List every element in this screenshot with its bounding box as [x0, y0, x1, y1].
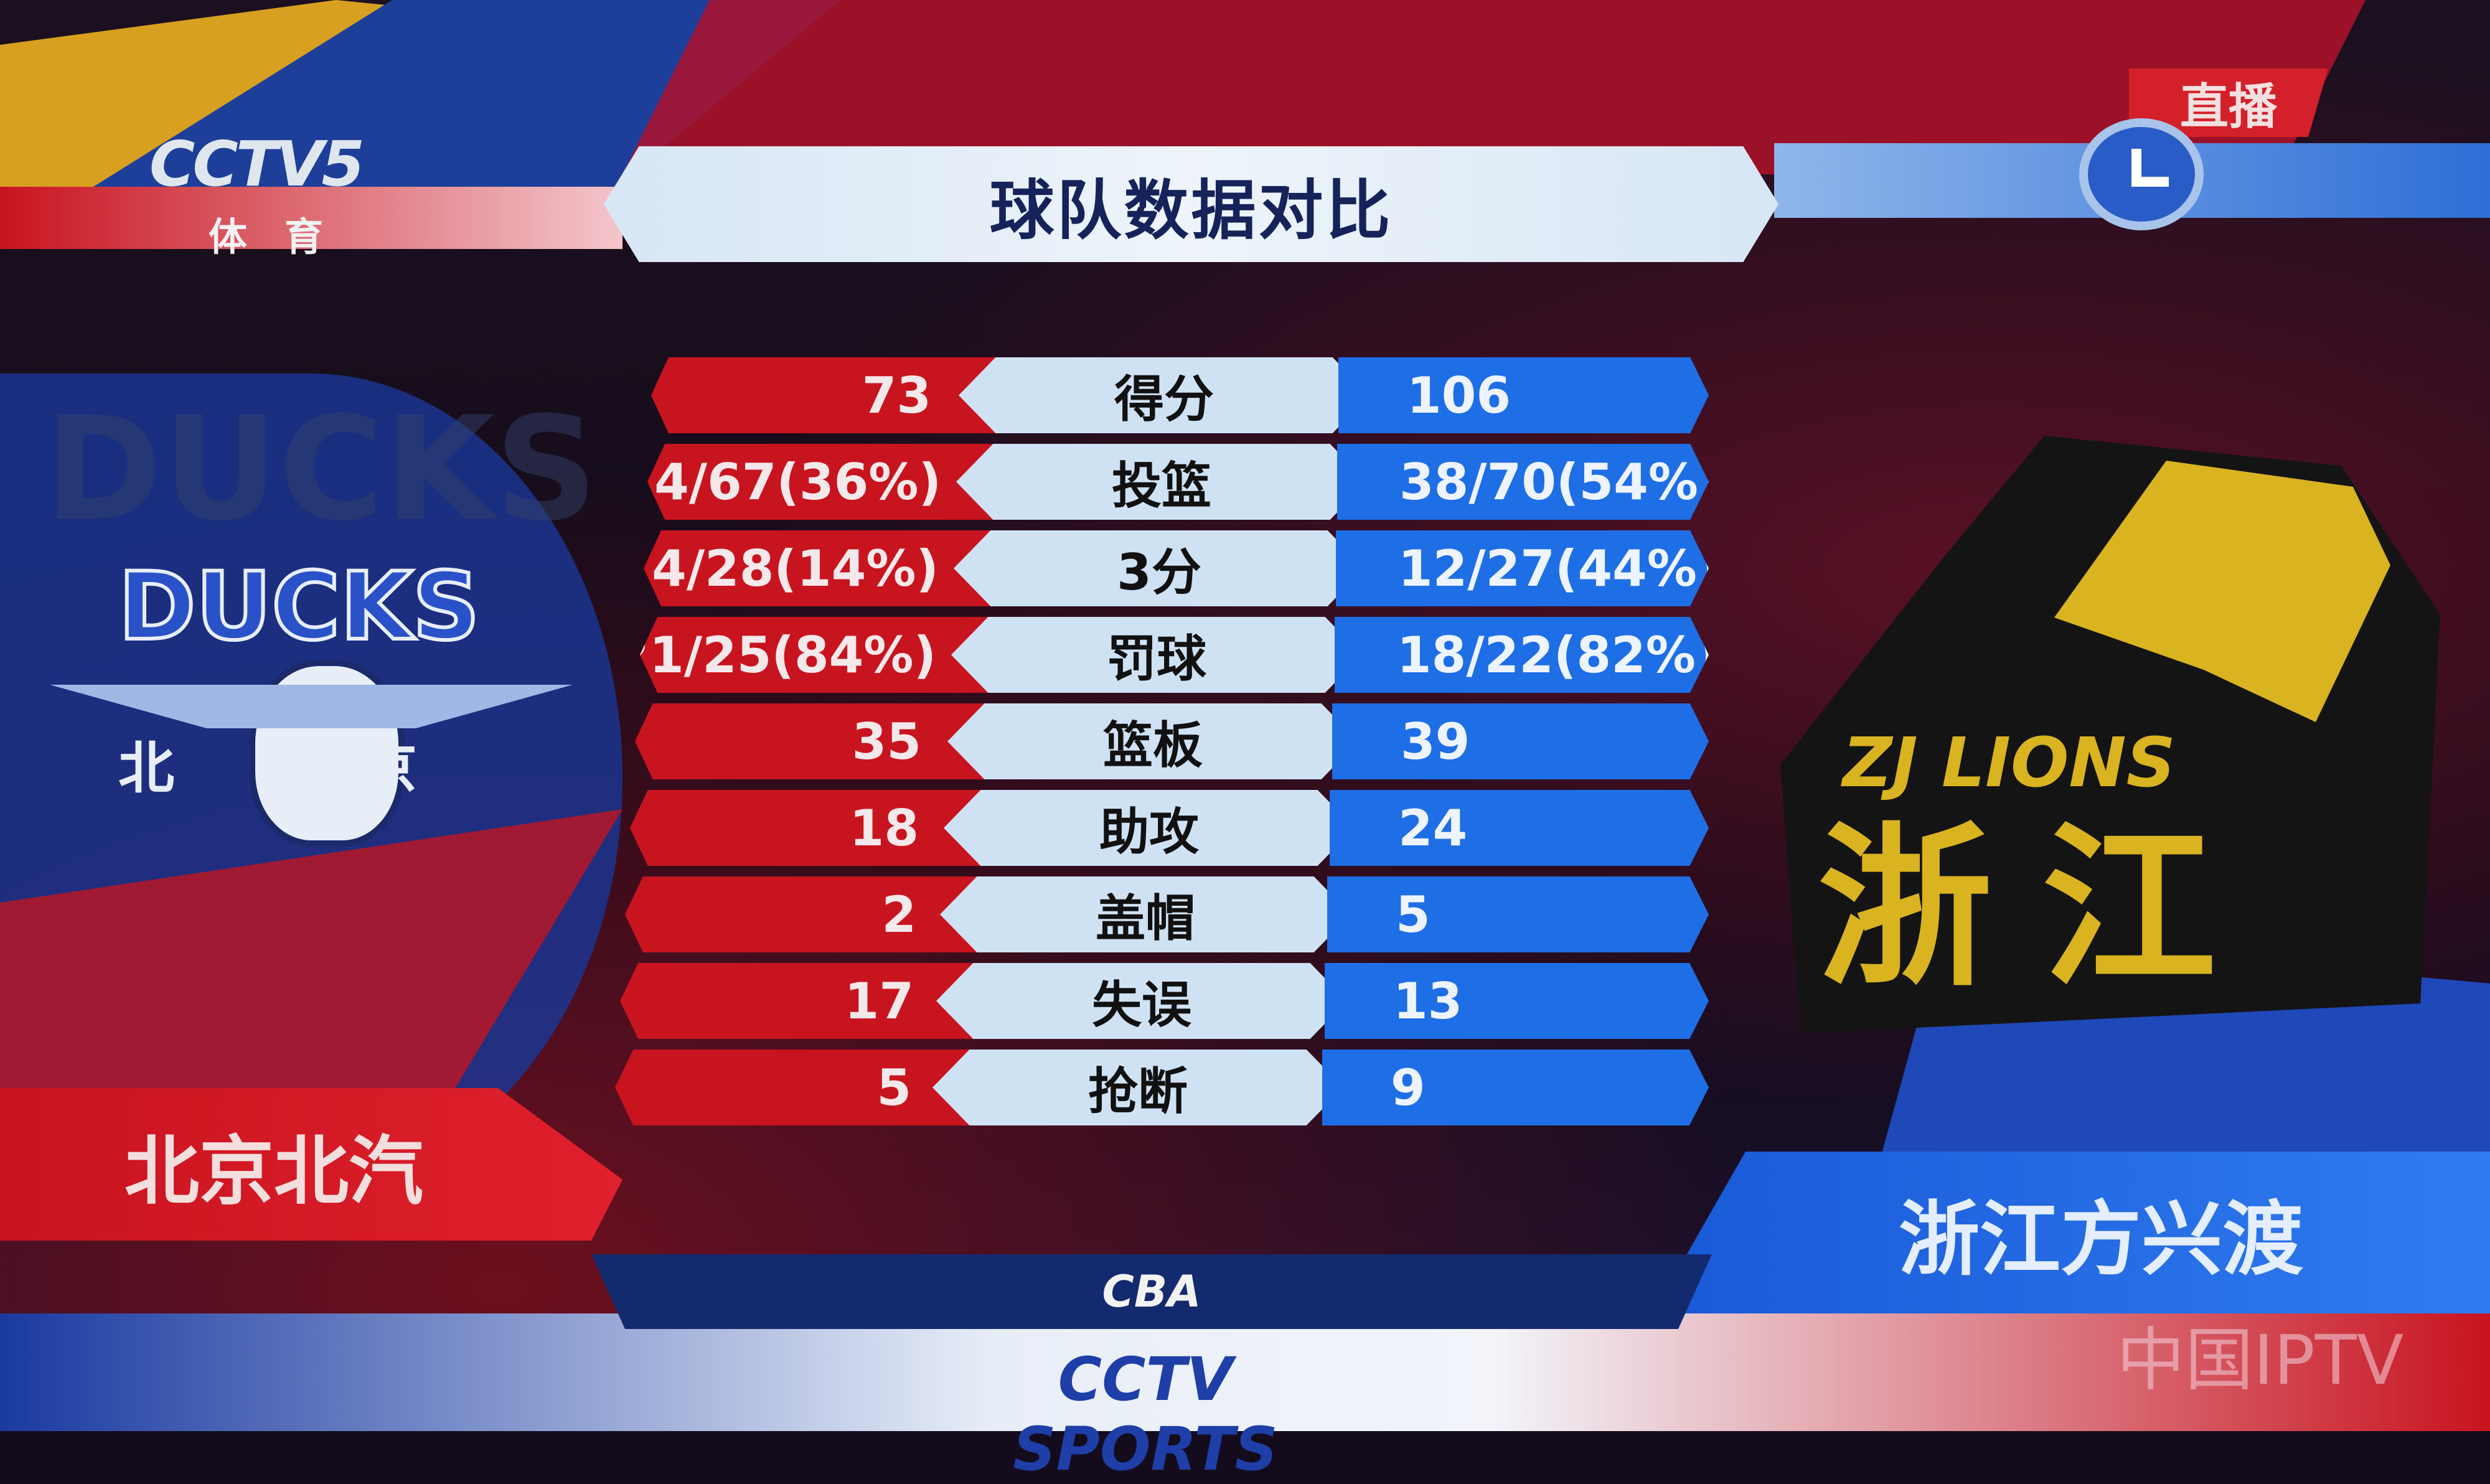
right-value: 18/22(82%)	[1335, 617, 1709, 693]
lions-city: 浙江	[1818, 807, 2266, 1010]
iptv-watermark: 中国IPTV	[2116, 1320, 2404, 1400]
stat-row-assists: 18 助攻 24	[0, 790, 2490, 866]
ducks-logo-text: DUCKS	[116, 553, 482, 661]
stats-table: 73 得分 106 24/67(36%) 投篮 38/70(54%) 4/28(…	[0, 357, 2490, 1125]
stat-label: 投篮	[956, 444, 1367, 520]
stat-label: 失误	[936, 963, 1347, 1039]
right-value: 24	[1330, 790, 1709, 866]
stat-row-fg: 24/67(36%) 投篮 38/70(54%)	[0, 444, 2490, 520]
ducks-logo: DUCKS DUCKS 北京	[44, 398, 610, 859]
right-team-name: 浙江方兴渡	[1899, 1192, 2304, 1287]
lions-logo-text: ZJ LIONS	[1843, 723, 2176, 802]
right-value: 9	[1322, 1050, 1709, 1125]
left-value: 21/25(84%)	[640, 617, 992, 693]
cctv5-logo: CCTV5	[149, 128, 365, 200]
cctv-sports-logo: CCTV SPORTS	[1013, 1345, 1278, 1484]
stat-row-ft: 21/25(84%) 罚球 18/22(82%)	[0, 617, 2490, 693]
left-value: 4/28(14%)	[644, 530, 995, 606]
left-team-banner: 北京北汽	[0, 1088, 622, 1241]
left-value: 35	[635, 703, 990, 779]
bg-red-band-top	[0, 187, 622, 249]
stat-label: 盖帽	[940, 876, 1351, 952]
stat-label: 罚球	[951, 617, 1362, 693]
left-value: 18	[630, 790, 987, 866]
left-team-name: 北京北汽	[125, 1128, 423, 1215]
left-value: 24/67(36%)	[647, 444, 997, 520]
left-value: 2	[625, 876, 985, 952]
lions-logo: ZJ LIONS 浙江	[1780, 436, 2440, 1033]
left-value: 17	[620, 963, 982, 1039]
right-value: 38/70(54%)	[1337, 444, 1709, 520]
right-value: 106	[1338, 357, 1709, 433]
stat-row-rebounds: 35 篮板 39	[0, 703, 2490, 779]
left-value: 5	[615, 1050, 980, 1125]
ducks-logo-shadow-text: DUCKS	[44, 387, 598, 553]
page-title: 球队数据对比	[989, 172, 1393, 248]
title-banner: 球队数据对比	[604, 146, 1778, 262]
cba-logo: CBA	[591, 1254, 1712, 1329]
right-team-banner: 浙江方兴渡	[1681, 1152, 2490, 1313]
right-value: 13	[1325, 963, 1709, 1039]
stat-row-steals: 5 抢断 9	[0, 1050, 2490, 1125]
stat-label: 得分	[959, 357, 1370, 433]
bg-bottom-band	[0, 1313, 2490, 1431]
cctv5-sub: 体育	[209, 214, 361, 260]
stat-row-blocks: 2 盖帽 5	[0, 876, 2490, 952]
stat-label: 3分	[954, 530, 1365, 606]
right-value: 39	[1332, 703, 1709, 779]
stat-label: 助攻	[944, 790, 1355, 866]
left-value: 73	[651, 357, 1000, 433]
stat-row-turnovers: 17 失误 13	[0, 963, 2490, 1039]
stat-row-points: 73 得分 106	[0, 357, 2490, 433]
ducks-city: 北京	[118, 736, 604, 801]
right-value: 12/27(44%)	[1336, 530, 1709, 606]
right-value: 5	[1327, 876, 1709, 952]
stat-label: 抢断	[933, 1050, 1343, 1125]
live-label: 直播	[2179, 79, 2277, 135]
stat-row-3pt: 4/28(14%) 3分 12/27(44%)	[0, 530, 2490, 606]
stat-label: 篮板	[947, 703, 1358, 779]
cba-logo-text: CBA	[1102, 1266, 1201, 1317]
